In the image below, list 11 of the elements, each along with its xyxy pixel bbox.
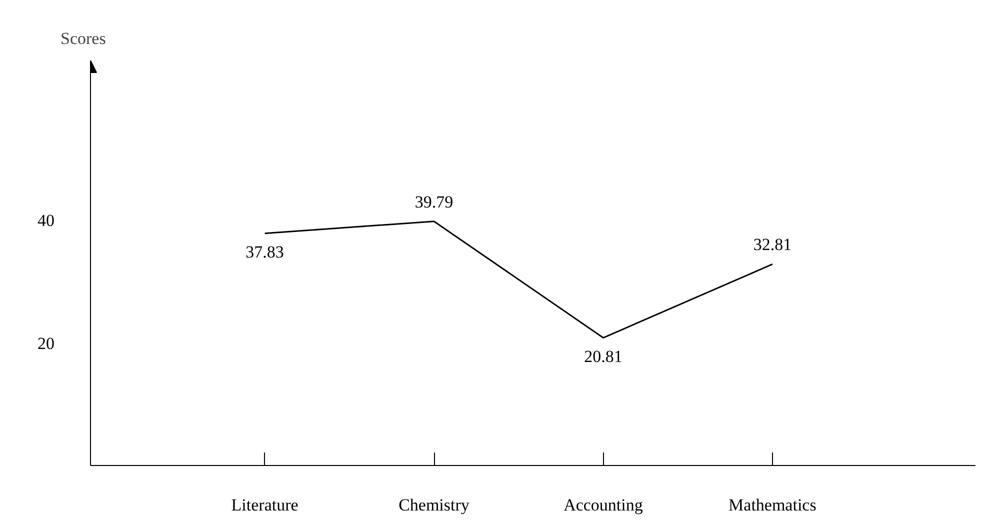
x-tick-label: Mathematics [728,496,816,514]
x-tick-label: Literature [231,496,298,514]
x-tick-label: Chemistry [398,496,470,514]
data-label: 37.83 [246,242,284,262]
y-tick-label: 40 [38,211,54,230]
y-tick-label: 20 [38,334,54,353]
data-label: 20.81 [584,346,622,366]
data-label: 32.81 [753,235,792,254]
y-axis-title: Scores [60,29,106,48]
x-tick-label: Accounting [564,496,644,514]
data-label: 39.79 [414,192,454,212]
